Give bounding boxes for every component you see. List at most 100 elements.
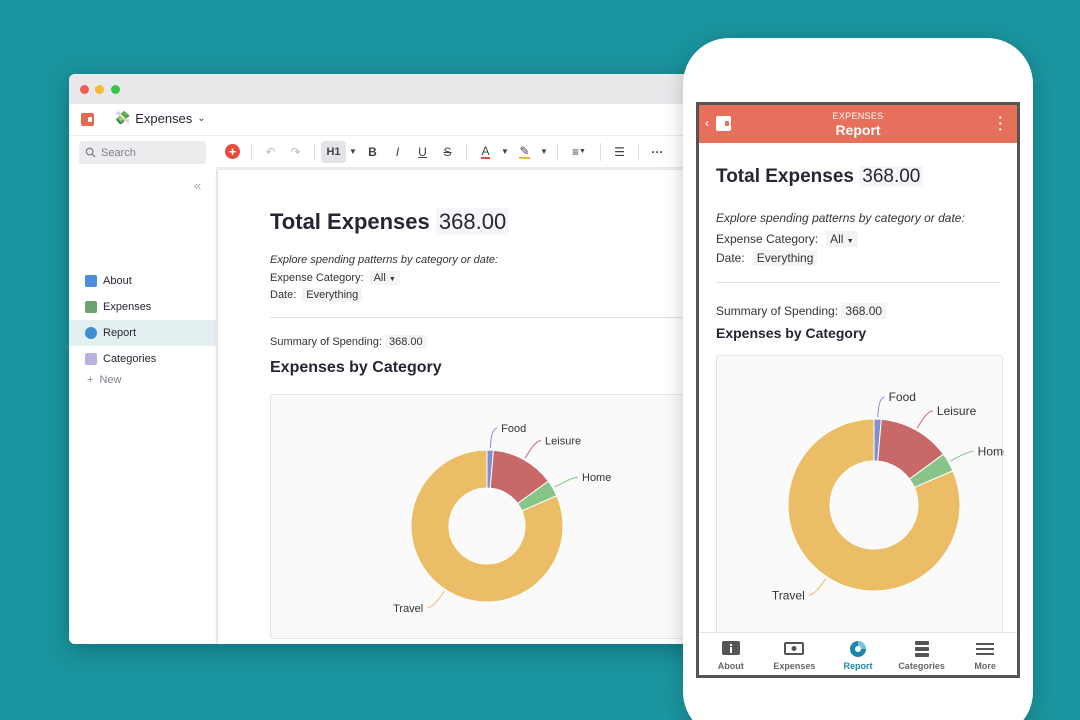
mobile-content: Total Expenses 368.00 Explore spending p…	[699, 143, 1017, 636]
minimize-window-button[interactable]	[95, 85, 104, 94]
report-title: Total Expenses 368.00	[716, 166, 924, 188]
chart-container: Food Leisure Home Travel	[270, 394, 709, 639]
category-filter-dropdown[interactable]: All ▼	[826, 231, 858, 247]
grist-logo-icon[interactable]	[81, 113, 94, 126]
summary-value: 368.00	[841, 303, 887, 319]
slice-label-leisure: Leisure	[937, 404, 977, 418]
sidebar-item-report[interactable]: Report	[69, 320, 216, 346]
caret-down-icon[interactable]: ▼	[540, 147, 548, 156]
toolbar-divider	[638, 142, 639, 161]
caret-down-icon[interactable]: ▼	[501, 147, 509, 156]
summary-row: Summary of Spending: 368.00	[716, 303, 887, 319]
sidebar-item-expenses[interactable]: Expenses	[69, 294, 216, 320]
collapse-sidebar-icon[interactable]: «	[194, 178, 202, 193]
mobile-doc-name: EXPENSES	[832, 111, 884, 121]
grist-logo-icon[interactable]	[716, 116, 731, 131]
info-icon	[85, 275, 97, 287]
date-filter-row: Date: Everything	[270, 288, 363, 302]
total-value: 368.00	[859, 166, 924, 187]
leader-line-food	[489, 427, 498, 449]
summary-value: 368.00	[384, 335, 427, 349]
leader-line-leisure	[524, 440, 542, 459]
close-window-button[interactable]	[80, 85, 89, 94]
nav-report[interactable]: Report	[826, 633, 890, 675]
bullet-list-icon[interactable]: ☰	[614, 144, 625, 159]
date-filter-label: Date:	[270, 289, 297, 301]
slice-travel[interactable]	[410, 449, 564, 603]
date-filter-dropdown[interactable]: Everything	[302, 288, 363, 302]
slice-label-home: Home	[978, 444, 1004, 458]
maximize-window-button[interactable]	[111, 85, 120, 94]
bold-button[interactable]: B	[368, 144, 377, 159]
align-icon[interactable]: ≡ ▼	[572, 144, 586, 159]
report-card: Total Expenses 368.00 Explore spending p…	[218, 170, 709, 644]
mobile-header: ‹ EXPENSES Report · · ·	[699, 105, 1017, 143]
window-titlebar	[69, 74, 709, 104]
more-vertical-icon[interactable]: · · ·	[998, 109, 1003, 137]
sidebar-item-categories[interactable]: Categories	[69, 346, 216, 372]
search-input[interactable]: Search	[79, 141, 206, 164]
strikethrough-button[interactable]: S	[443, 144, 452, 159]
stack-icon	[85, 353, 97, 365]
category-filter-row: Expense Category: All ▼	[270, 271, 400, 285]
heading-button[interactable]: H1	[321, 140, 346, 163]
donut-chart[interactable]: Food Leisure Home Travel	[717, 356, 1010, 636]
sidebar-item-label: Report	[103, 327, 137, 339]
slice-label-food: Food	[889, 390, 916, 404]
banknote-icon	[784, 642, 805, 655]
editor-toolbar: + ↶ ↷ H1 ▼ B I U S A ▼ ✎ ▼ ≡ ▼ ☰ ···	[216, 136, 709, 168]
chart-heading: Expenses by Category	[270, 359, 442, 376]
italic-button[interactable]: I	[395, 144, 400, 159]
nav-label: Categories	[898, 661, 945, 671]
redo-icon[interactable]: ↷	[290, 144, 301, 159]
donut-chart[interactable]: Food Leisure Home Travel	[271, 395, 709, 640]
nav-label: Report	[843, 661, 873, 671]
phone-screen: ‹ EXPENSES Report · · · Total Expenses 368…	[696, 102, 1020, 678]
money-icon: 💸	[114, 110, 131, 125]
category-filter-row: Expense Category: All ▼	[716, 231, 858, 247]
doc-menu[interactable]: 💸 Expenses ⌄	[114, 110, 206, 126]
nav-more[interactable]: More	[953, 633, 1017, 675]
category-filter-value: All	[830, 232, 844, 246]
category-filter-value: All	[373, 272, 386, 284]
slice-travel[interactable]	[787, 418, 961, 592]
leader-line-home	[554, 476, 579, 488]
total-value: 368.00	[435, 208, 510, 235]
search-placeholder: Search	[101, 146, 136, 159]
nav-about[interactable]: About	[699, 633, 763, 675]
banknote-icon	[85, 301, 97, 313]
leader-line-travel	[427, 590, 445, 609]
highlight-icon[interactable]: ✎	[519, 143, 530, 159]
undo-icon[interactable]: ↶	[265, 144, 276, 159]
chevron-down-icon: ⌄	[197, 112, 206, 124]
nav-expenses[interactable]: Expenses	[763, 633, 827, 675]
date-filter-dropdown[interactable]: Everything	[752, 250, 818, 266]
text-color-icon[interactable]: A	[481, 143, 490, 159]
category-filter-dropdown[interactable]: All ▼	[369, 271, 400, 285]
back-chevron-icon[interactable]: ‹	[705, 116, 709, 130]
desktop-window: 💸 Expenses ⌄ Search « About Expenses Rep…	[69, 74, 709, 644]
underline-button[interactable]: U	[418, 144, 427, 159]
nav-categories[interactable]: Categories	[890, 633, 954, 675]
caret-down-icon[interactable]: ▼	[349, 147, 357, 156]
date-filter-label: Date:	[716, 251, 745, 265]
sidebar-item-about[interactable]: About	[69, 268, 216, 294]
summary-row: Summary of Spending: 368.00	[270, 335, 427, 349]
sidebar: Search « About Expenses Report Categorie…	[69, 136, 216, 644]
chart-icon	[849, 641, 866, 657]
mobile-page-name: Report	[835, 122, 881, 138]
report-title: Total Expenses 368.00	[270, 208, 510, 235]
toolbar-divider	[600, 142, 601, 161]
chart-container: Food Leisure Home Travel	[716, 355, 1010, 636]
doc-title: Expenses	[135, 110, 193, 126]
more-options-icon[interactable]: ···	[651, 144, 664, 159]
add-button[interactable]: +	[220, 141, 245, 163]
page-content: Total Expenses 368.00 Explore spending p…	[216, 168, 709, 644]
app-header: 💸 Expenses ⌄	[69, 104, 709, 136]
plus-icon: +	[87, 374, 94, 386]
slice-label-travel: Travel	[393, 603, 423, 615]
category-filter-label: Expense Category:	[270, 272, 364, 284]
toolbar-divider	[251, 142, 252, 161]
slice-label-travel: Travel	[772, 588, 805, 602]
add-new-page[interactable]: + New	[87, 374, 121, 386]
